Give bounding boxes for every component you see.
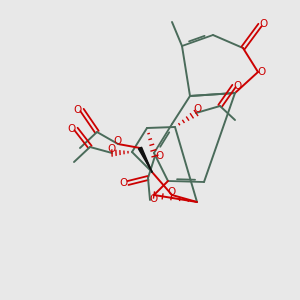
Text: O: O	[113, 136, 121, 146]
Text: O: O	[67, 124, 75, 134]
Text: O: O	[73, 105, 81, 115]
Text: O: O	[234, 81, 242, 91]
Text: O: O	[258, 67, 266, 77]
Text: O: O	[149, 194, 157, 204]
Text: O: O	[260, 19, 268, 29]
Text: O: O	[119, 178, 127, 188]
Text: O: O	[193, 104, 201, 114]
Text: O: O	[167, 187, 175, 197]
Polygon shape	[138, 147, 152, 172]
Text: O: O	[155, 151, 163, 161]
Text: O: O	[107, 144, 115, 154]
